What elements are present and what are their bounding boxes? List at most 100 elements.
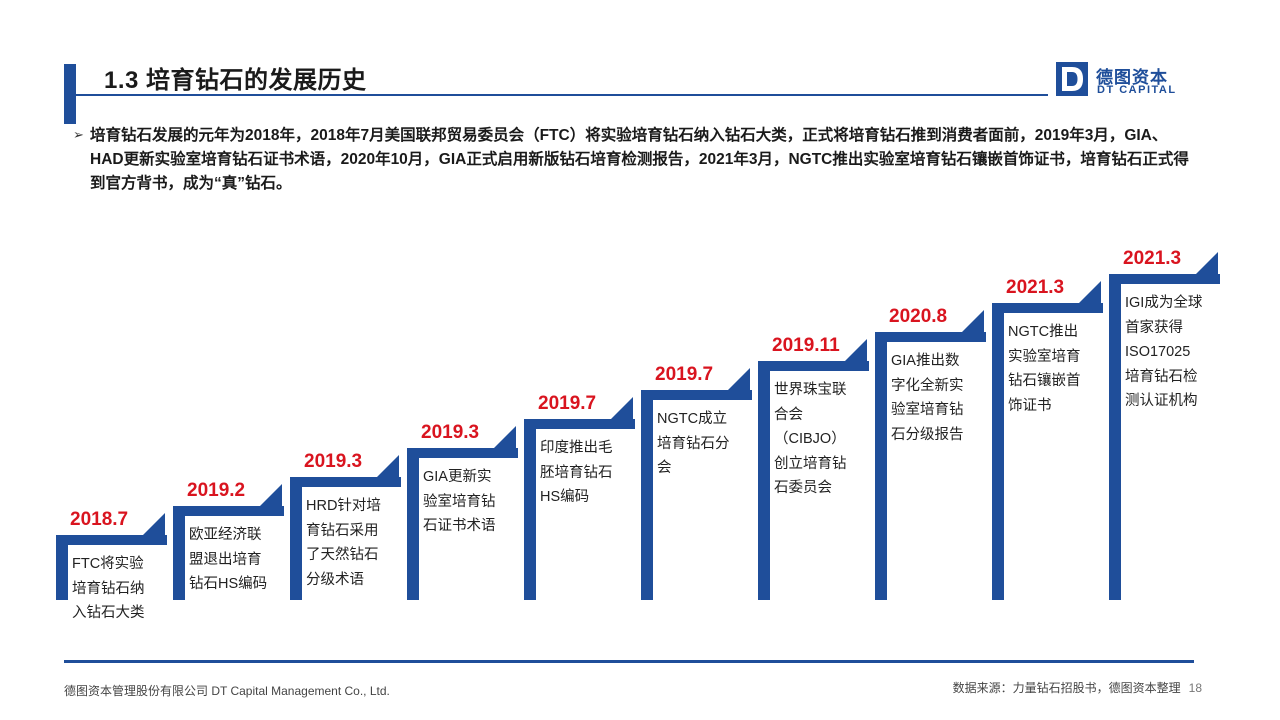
timeline-year: 2019.7 [655,364,714,385]
description-line: 石分级报告 [891,426,964,443]
timeline-description: IGI成为全球 首家获得 ISO17025 培育钻石检测认证机构 [1125,291,1222,414]
timeline-description: FTC将实验 培育钻石纳入钻石大类 [72,552,169,626]
description-line: 钻石HS编码 [189,576,268,592]
timeline-year: 2020.8 [889,306,948,327]
bullet-arrow-icon: ➢ [73,127,84,142]
timeline-description: 印度推出毛胚培育钻石 HS编码 [540,436,637,510]
stair-step-top [992,303,1103,313]
description-line: 测认证机构 [1125,393,1198,409]
description-line: 培育钻石检 [1125,368,1198,385]
description-line: 实验室培育 [1008,348,1081,365]
description-line: 字化全新实 [891,377,964,394]
stair-step-riser [992,303,1004,600]
timeline-description: 世界珠宝联合会 （CIBJO） 创立培育钻石委员会 [774,378,871,501]
stair-step-riser [524,419,536,600]
stair-step-riser [407,448,419,600]
stair-step-top [641,390,752,400]
description-line: 了天然钻石 [306,547,379,563]
description-line: 印度推出毛 [540,440,613,456]
stair-step-top [407,448,518,458]
description-line: （CIBJO） [774,431,846,447]
timeline-description: NGTC推出 实验室培育钻石镶嵌首饰证书 [1008,320,1105,418]
corner-arrow-icon [260,484,282,506]
stair-step-top [173,506,284,516]
description-line: 石委员会 [774,480,832,496]
description-line: NGTC推出 [1008,324,1079,340]
stair-step-riser [641,390,653,600]
stair-step-top [758,361,869,371]
description-line: HS编码 [540,489,590,505]
timeline-year: 2019.2 [187,480,246,501]
title-underline [76,94,1048,96]
corner-arrow-icon [845,339,867,361]
description-line: 验室培育钻 [423,493,496,510]
corner-arrow-icon [728,368,750,390]
timeline-description: HRD针对培 育钻石采用了天然钻石分级术语 [306,494,403,592]
description-line: 培育钻石分 [657,435,730,452]
stair-step-top [290,477,401,487]
description-line: 世界珠宝联 [774,382,847,398]
description-line: GIA更新实 [423,469,492,485]
logo-english-name: DT CAPITAL [1097,84,1177,96]
footer-company: 德图资本管理股份有限公司 DT Capital Management Co., … [64,684,390,698]
logo-chinese-name: 德图资本 [1096,68,1168,87]
corner-arrow-icon [143,513,165,535]
dt-logo-icon [1056,62,1088,96]
stair-step-top [524,419,635,429]
description-line: 会 [657,460,672,476]
description-line: 钻石镶嵌首 [1008,373,1081,389]
description-line: 首家获得 [1125,319,1183,336]
timeline-year: 2019.7 [538,393,597,414]
description-line: GIA推出数 [891,353,960,369]
description-line: ISO17025 [1125,344,1191,360]
stair-step-top [56,535,167,545]
description-line: 欧亚经济联 [189,527,262,543]
timeline-description: GIA更新实 验室培育钻石证书术语 [423,465,520,539]
description-line: 创立培育钻 [774,455,847,472]
corner-arrow-icon [962,310,984,332]
timeline-year: 2018.7 [70,509,129,530]
description-line: FTC将实验 [72,556,144,572]
stair-step-riser [1109,274,1121,600]
timeline-year: 2019.11 [772,335,840,356]
description-line: 饰证书 [1008,397,1052,414]
description-line: 验室培育钻 [891,402,964,418]
corner-arrow-icon [1196,252,1218,274]
company-logo: 德图资本 DT CAPITAL [1056,62,1196,98]
description-line: 培育钻石纳 [72,580,145,597]
stair-step-riser [875,332,887,600]
timeline-year: 2021.3 [1123,248,1182,269]
source-note: 数据来源：力量钻石招股书，德图资本整理 [952,681,1181,695]
corner-arrow-icon [377,455,399,477]
timeline-description: GIA推出数 字化全新实验室培育钻石分级报告 [891,349,988,447]
description-line: 胚培育钻石 [540,464,613,481]
description-line: 育钻石采用 [306,522,379,539]
timeline-description: NGTC成立 培育钻石分会 [657,407,754,481]
stair-step-top [1109,274,1220,284]
footer-source: 数据来源：力量钻石招股书，德图资本整理 18 [953,679,1202,696]
stair-step-riser [173,506,185,600]
title-accent-bar [64,64,76,124]
description-line: 石证书术语 [423,518,496,534]
timeline-year: 2021.3 [1006,277,1065,298]
page-number: 18 [1188,681,1202,695]
description-line: 分级术语 [306,571,364,588]
stair-step-riser [290,477,302,600]
page-title: 1.3 培育钻石的发展历史 [104,67,367,94]
description-line: HRD针对培 [306,498,381,514]
timeline-year: 2019.3 [421,422,480,443]
intro-paragraph: 培育钻石发展的元年为2018年，2018年7月美国联邦贸易委员会（FTC）将实验… [90,127,1189,192]
stair-step-top [875,332,986,342]
stair-step-riser [758,361,770,600]
description-line: 合会 [774,406,803,423]
description-line: IGI成为全球 [1125,295,1203,311]
timeline-description: 欧亚经济联盟退出培育钻石HS编码 [189,523,286,597]
corner-arrow-icon [1079,281,1101,303]
corner-arrow-icon [494,426,516,448]
description-line: 入钻石大类 [72,605,145,621]
footer-divider [64,660,1194,663]
description-line: 盟退出培育 [189,551,262,568]
corner-arrow-icon [611,397,633,419]
timeline-year: 2019.3 [304,451,363,472]
description-line: NGTC成立 [657,411,728,427]
